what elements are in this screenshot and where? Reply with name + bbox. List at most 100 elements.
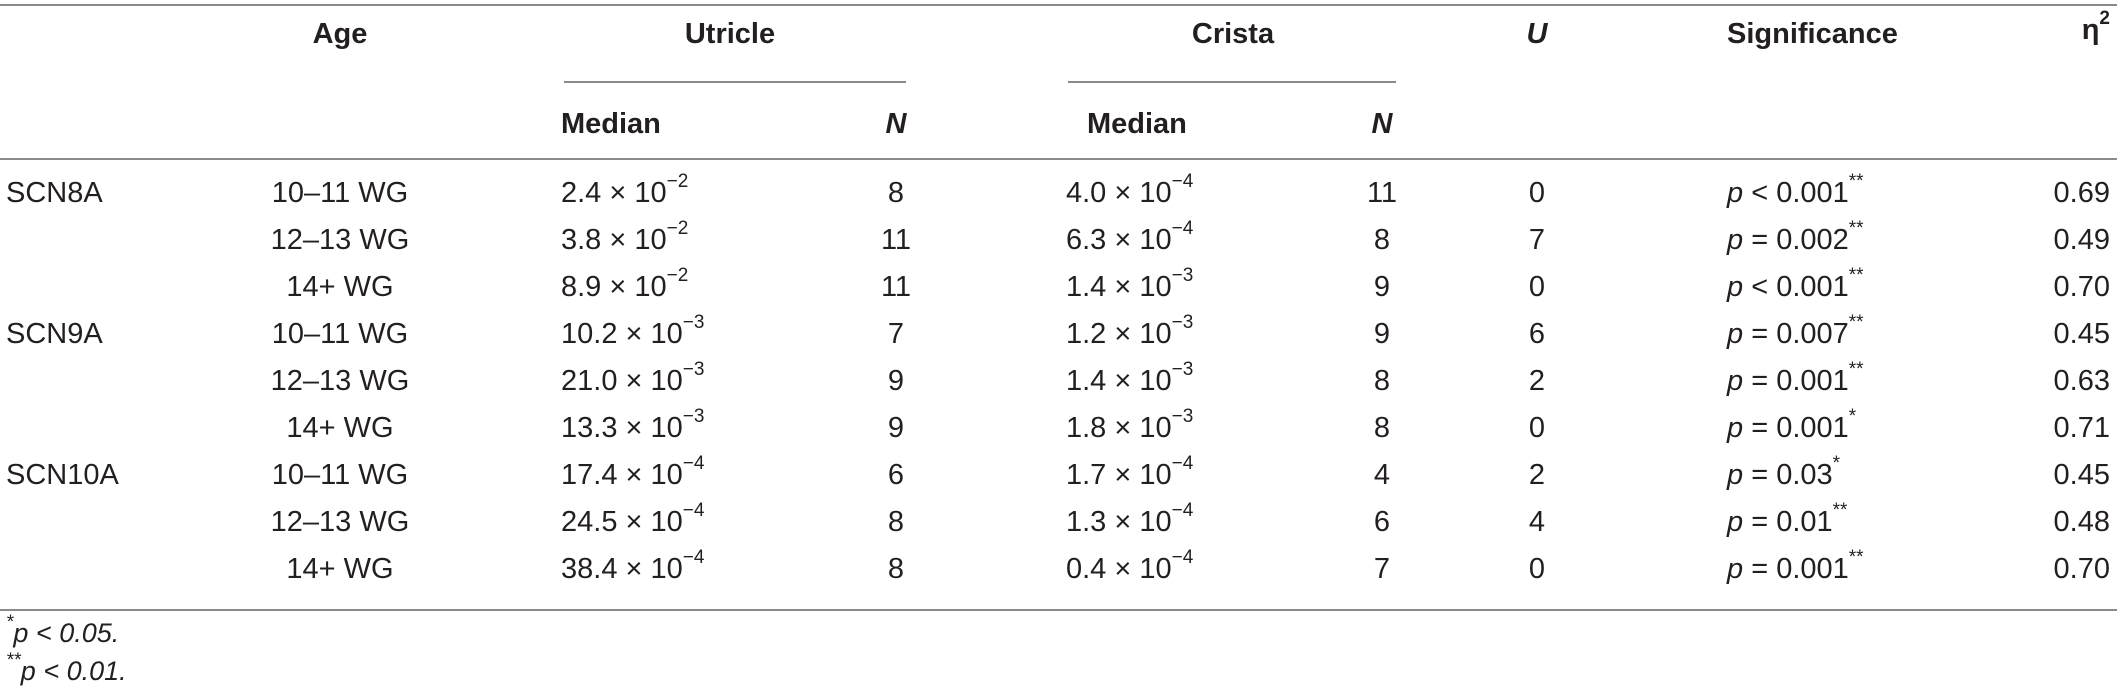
significance-stars: ** xyxy=(1848,547,1864,569)
row-utricle-median: 3.8 × 10−2 xyxy=(561,219,688,258)
row-crista-median: 0.4 × 10−4 xyxy=(1066,548,1193,587)
utricle-median-exponent: −3 xyxy=(682,406,705,428)
crista-median-exponent: −4 xyxy=(1171,547,1194,569)
crista-median-base: 1.2 × 10 xyxy=(1066,318,1172,350)
utricle-median-exponent: −2 xyxy=(666,171,689,193)
crista-median-exponent: −4 xyxy=(1171,453,1194,475)
row-utricle-median: 13.3 × 10−3 xyxy=(561,407,704,446)
row-utricle-n: 8 xyxy=(887,177,905,209)
row-age: 12–13 WG xyxy=(270,224,410,256)
row-gene: SCN10A xyxy=(6,459,119,491)
eta-symbol: η xyxy=(2081,14,2100,46)
footnote-2-star: ** xyxy=(6,650,21,671)
row-utricle-n: 6 xyxy=(887,459,905,491)
p-symbol: p xyxy=(1727,553,1744,585)
crista-median-base: 1.3 × 10 xyxy=(1066,506,1172,538)
crista-median-exponent: −4 xyxy=(1171,500,1194,522)
utricle-median-exponent: −4 xyxy=(682,453,705,475)
header-utricle-n: N xyxy=(885,108,907,140)
significance-stars: ** xyxy=(1848,312,1864,334)
row-eta: 0.45 xyxy=(2053,318,2110,350)
row-u: 2 xyxy=(1528,459,1546,491)
crista-median-base: 1.4 × 10 xyxy=(1066,365,1172,397)
header-age: Age xyxy=(312,18,368,50)
row-age: 14+ WG xyxy=(286,553,394,585)
top-rule xyxy=(0,4,2117,6)
utricle-median-base: 13.3 × 10 xyxy=(561,412,683,444)
row-eta: 0.69 xyxy=(2053,177,2110,209)
row-crista-n: 7 xyxy=(1373,553,1391,585)
p-symbol: p xyxy=(1727,224,1744,256)
p-symbol: p xyxy=(1727,412,1744,444)
header-crista-median: Median xyxy=(1087,108,1187,140)
p-value: = 0.007 xyxy=(1743,318,1849,350)
row-significance: p = 0.001* xyxy=(1727,407,1856,446)
row-crista-n: 8 xyxy=(1373,224,1391,256)
utricle-median-base: 3.8 × 10 xyxy=(561,224,667,256)
p-symbol: p xyxy=(1727,271,1744,303)
row-eta: 0.49 xyxy=(2053,224,2110,256)
utricle-median-base: 10.2 × 10 xyxy=(561,318,683,350)
row-eta: 0.71 xyxy=(2053,412,2110,444)
row-u: 0 xyxy=(1528,412,1546,444)
row-utricle-median: 10.2 × 10−3 xyxy=(561,313,704,352)
row-utricle-n: 9 xyxy=(887,365,905,397)
row-significance: p = 0.001** xyxy=(1727,548,1864,587)
row-utricle-n: 8 xyxy=(887,553,905,585)
p-symbol: p xyxy=(1727,318,1744,350)
p-value: = 0.001 xyxy=(1743,412,1849,444)
row-crista-n: 6 xyxy=(1373,506,1391,538)
row-crista-median: 6.3 × 10−4 xyxy=(1066,219,1193,258)
row-utricle-n: 11 xyxy=(880,224,912,256)
row-crista-median: 1.4 × 10−3 xyxy=(1066,266,1193,305)
row-age: 14+ WG xyxy=(286,412,394,444)
row-eta: 0.70 xyxy=(2053,553,2110,585)
row-significance: p < 0.001** xyxy=(1727,266,1864,305)
utricle-median-base: 2.4 × 10 xyxy=(561,177,667,209)
crista-median-base: 1.4 × 10 xyxy=(1066,271,1172,303)
row-utricle-n: 9 xyxy=(887,412,905,444)
eta-exponent: 2 xyxy=(2099,8,2110,30)
significance-stars: ** xyxy=(1848,359,1864,381)
utricle-median-exponent: −2 xyxy=(666,265,689,287)
header-u: U xyxy=(1526,18,1548,50)
header-significance: Significance xyxy=(1727,18,1898,50)
utricle-median-base: 8.9 × 10 xyxy=(561,271,667,303)
utricle-median-base: 17.4 × 10 xyxy=(561,459,683,491)
crista-median-base: 6.3 × 10 xyxy=(1066,224,1172,256)
row-significance: p < 0.001** xyxy=(1727,172,1864,211)
utricle-median-exponent: −3 xyxy=(682,312,705,334)
row-eta: 0.70 xyxy=(2053,271,2110,303)
p-symbol: p xyxy=(1727,506,1744,538)
header-crista: Crista xyxy=(1191,18,1275,50)
significance-stars: ** xyxy=(1848,218,1864,240)
row-age: 10–11 WG xyxy=(271,318,409,350)
header-utricle: Utricle xyxy=(684,18,776,50)
crista-median-base: 4.0 × 10 xyxy=(1066,177,1172,209)
utricle-median-exponent: −2 xyxy=(666,218,689,240)
row-age: 12–13 WG xyxy=(270,506,410,538)
utricle-median-exponent: −4 xyxy=(682,500,705,522)
row-utricle-median: 38.4 × 10−4 xyxy=(561,548,704,587)
row-gene: SCN8A xyxy=(6,177,103,209)
p-value: = 0.03 xyxy=(1743,459,1833,491)
significance-stars: * xyxy=(1848,406,1857,428)
row-age: 10–11 WG xyxy=(271,177,409,209)
row-crista-n: 4 xyxy=(1373,459,1391,491)
row-u: 2 xyxy=(1528,365,1546,397)
p-value: < 0.001 xyxy=(1743,271,1849,303)
p-value: = 0.01 xyxy=(1743,506,1833,538)
row-crista-n: 11 xyxy=(1366,177,1398,209)
utricle-median-exponent: −4 xyxy=(682,547,705,569)
footnote-1: *p < 0.05. xyxy=(6,613,119,649)
header-crista-n: N xyxy=(1371,108,1393,140)
row-utricle-median: 24.5 × 10−4 xyxy=(561,501,704,540)
crista-median-exponent: −3 xyxy=(1171,406,1194,428)
row-utricle-median: 17.4 × 10−4 xyxy=(561,454,704,493)
row-significance: p = 0.001** xyxy=(1727,360,1864,399)
row-age: 14+ WG xyxy=(286,271,394,303)
crista-median-base: 1.8 × 10 xyxy=(1066,412,1172,444)
p-symbol: p xyxy=(1727,177,1744,209)
p-symbol: p xyxy=(1727,459,1744,491)
